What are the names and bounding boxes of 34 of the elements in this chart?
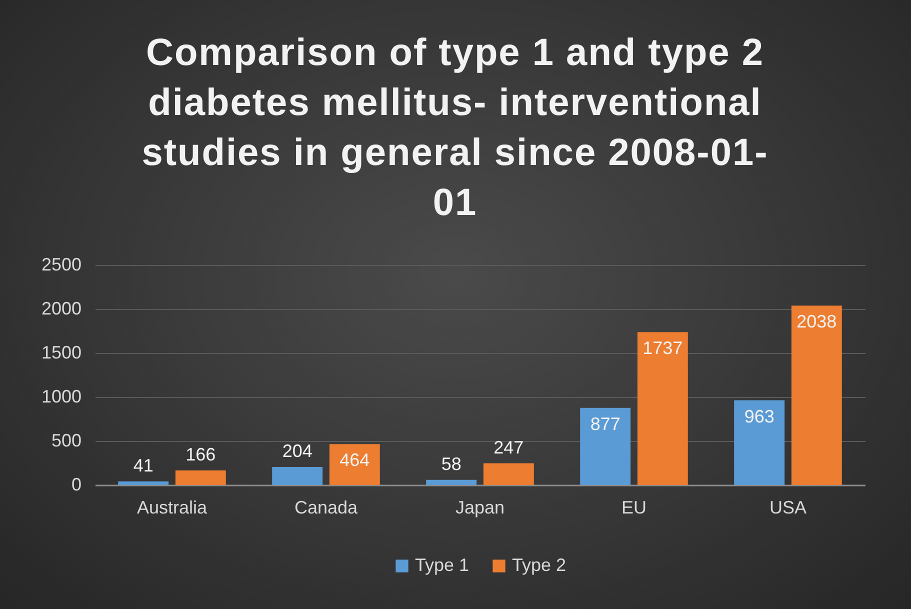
x-tick-label: Japan	[455, 498, 505, 518]
data-label: 877	[590, 414, 620, 434]
chart-title: Comparison of type 1 and type 2 diabetes mellitus- interventional studies in general since 2008-01-01	[140, 31, 770, 226]
x-tick-label: USA	[769, 498, 807, 518]
bar	[175, 470, 226, 485]
data-label: 963	[744, 406, 774, 426]
data-label: 41	[133, 455, 154, 476]
bar	[637, 332, 688, 485]
data-label: 58	[441, 454, 462, 474]
bar	[118, 481, 169, 485]
data-label: 2038	[796, 312, 837, 332]
data-label: 1737	[642, 338, 683, 358]
data-label: 247	[494, 437, 524, 458]
bar	[483, 463, 534, 485]
x-tick-label: Australia	[136, 498, 208, 518]
legend-label: Type 2	[512, 555, 566, 575]
bar	[580, 408, 631, 485]
y-tick-label: 2500	[41, 254, 82, 274]
bar	[329, 444, 380, 485]
bar	[272, 467, 323, 485]
y-tick-label: 0	[71, 474, 82, 494]
x-tick-label: Canada	[294, 498, 359, 518]
y-tick-label: 1000	[41, 386, 82, 406]
data-label: 166	[186, 444, 216, 464]
y-tick-label: 1500	[41, 342, 82, 362]
bar	[734, 400, 785, 485]
x-tick-label: EU	[621, 498, 647, 518]
bar	[426, 480, 477, 485]
bar	[791, 306, 842, 485]
data-label: 204	[282, 441, 312, 462]
legend-label: Type 1	[415, 555, 470, 575]
y-tick-label: 500	[51, 430, 82, 450]
y-tick-label: 2000	[41, 298, 82, 318]
data-label: 464	[340, 450, 370, 470]
